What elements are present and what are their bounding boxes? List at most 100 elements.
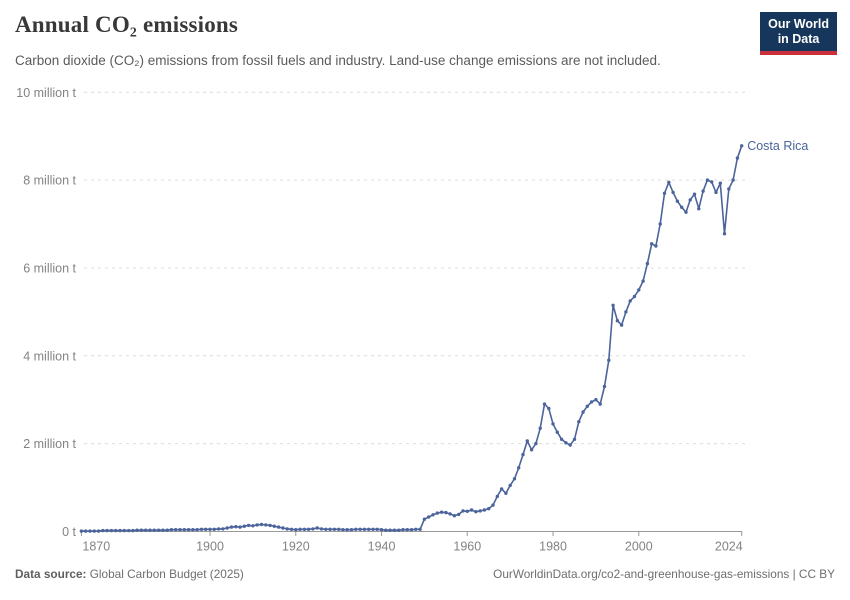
data-point[interactable] [126, 528, 131, 533]
data-point[interactable] [542, 402, 547, 406]
data-point[interactable] [585, 404, 589, 408]
data-point[interactable] [568, 443, 572, 447]
data-point[interactable] [268, 523, 272, 528]
data-point[interactable] [645, 261, 650, 266]
data-point[interactable] [658, 222, 662, 226]
data-point[interactable] [457, 512, 461, 517]
data-point[interactable] [448, 512, 452, 516]
data-point[interactable] [529, 448, 534, 452]
data-point[interactable] [152, 528, 156, 532]
data-point[interactable] [680, 205, 684, 209]
data-point[interactable] [208, 527, 212, 531]
owid-logo[interactable]: Our World in Data [760, 12, 837, 55]
data-point[interactable] [722, 232, 727, 236]
data-point[interactable] [740, 144, 744, 148]
data-point[interactable] [148, 528, 152, 532]
data-point[interactable] [572, 437, 577, 441]
data-point[interactable] [384, 528, 388, 532]
data-point[interactable] [242, 524, 246, 528]
data-point[interactable] [311, 527, 315, 531]
data-point[interactable] [581, 410, 585, 414]
data-point[interactable] [452, 514, 457, 518]
data-point[interactable] [96, 529, 101, 533]
data-point[interactable] [517, 466, 521, 470]
data-point[interactable] [255, 523, 259, 527]
data-point[interactable] [495, 494, 499, 499]
data-point[interactable] [165, 528, 169, 532]
entity-label[interactable]: Costa Rica [747, 139, 808, 153]
data-point[interactable] [551, 422, 555, 426]
data-point[interactable] [234, 525, 238, 529]
data-point[interactable] [602, 384, 607, 389]
data-point[interactable] [397, 528, 401, 532]
data-point[interactable] [251, 524, 255, 528]
data-point[interactable] [114, 528, 118, 533]
data-point[interactable] [298, 527, 302, 531]
data-point[interactable] [598, 402, 602, 406]
data-point[interactable] [122, 528, 127, 533]
data-point[interactable] [371, 527, 375, 531]
data-point[interactable] [195, 528, 199, 532]
data-point[interactable] [182, 528, 186, 532]
data-point[interactable] [84, 529, 88, 533]
data-point[interactable] [632, 294, 637, 299]
data-point[interactable] [435, 511, 439, 515]
data-point[interactable] [564, 441, 568, 445]
data-point[interactable] [259, 522, 264, 527]
data-point[interactable] [225, 526, 229, 530]
data-point[interactable] [294, 528, 298, 532]
data-point[interactable] [199, 527, 204, 531]
data-point[interactable] [637, 288, 641, 292]
data-point[interactable] [731, 178, 735, 182]
data-point[interactable] [662, 191, 667, 195]
data-point[interactable] [337, 527, 341, 531]
data-point[interactable] [624, 310, 628, 314]
data-point[interactable] [169, 528, 174, 532]
data-point[interactable] [718, 181, 722, 185]
data-point[interactable] [615, 319, 620, 323]
data-point[interactable] [697, 207, 701, 211]
data-point[interactable] [487, 507, 491, 511]
data-point[interactable] [238, 525, 242, 529]
data-point[interactable] [88, 529, 92, 533]
data-point[interactable] [521, 452, 525, 457]
data-point[interactable] [555, 430, 559, 434]
data-point[interactable] [392, 528, 397, 532]
data-point[interactable] [431, 513, 435, 517]
data-point[interactable] [221, 527, 225, 531]
data-point[interactable] [349, 528, 354, 532]
data-point[interactable] [285, 527, 289, 531]
attribution-link[interactable]: OurWorldinData.org/co2-and-greenhouse-ga… [493, 567, 835, 581]
data-point[interactable] [512, 477, 517, 481]
data-point[interactable] [684, 210, 688, 214]
data-point[interactable] [405, 528, 409, 532]
data-point[interactable] [735, 156, 740, 160]
data-point[interactable] [654, 244, 658, 248]
data-point[interactable] [156, 528, 161, 532]
data-point[interactable] [332, 527, 337, 531]
data-point[interactable] [118, 528, 122, 533]
data-point[interactable] [92, 529, 97, 533]
data-point[interactable] [611, 303, 615, 307]
data-point[interactable] [607, 358, 611, 362]
data-point[interactable] [534, 441, 538, 446]
data-point[interactable] [444, 510, 448, 515]
data-point[interactable] [692, 192, 697, 196]
data-point[interactable] [414, 527, 418, 531]
data-point[interactable] [306, 527, 311, 531]
data-point[interactable] [538, 426, 542, 430]
data-point[interactable] [577, 420, 581, 424]
data-point[interactable] [482, 508, 487, 512]
data-point[interactable] [276, 525, 281, 529]
data-point[interactable] [375, 527, 379, 531]
data-point[interactable] [362, 527, 367, 531]
data-point[interactable] [469, 508, 474, 512]
data-point[interactable] [328, 527, 332, 531]
data-point[interactable] [204, 527, 208, 531]
data-point[interactable] [139, 528, 144, 532]
data-point[interactable] [710, 180, 714, 184]
data-point[interactable] [281, 526, 285, 530]
data-point[interactable] [478, 509, 482, 513]
data-point[interactable] [559, 437, 564, 441]
